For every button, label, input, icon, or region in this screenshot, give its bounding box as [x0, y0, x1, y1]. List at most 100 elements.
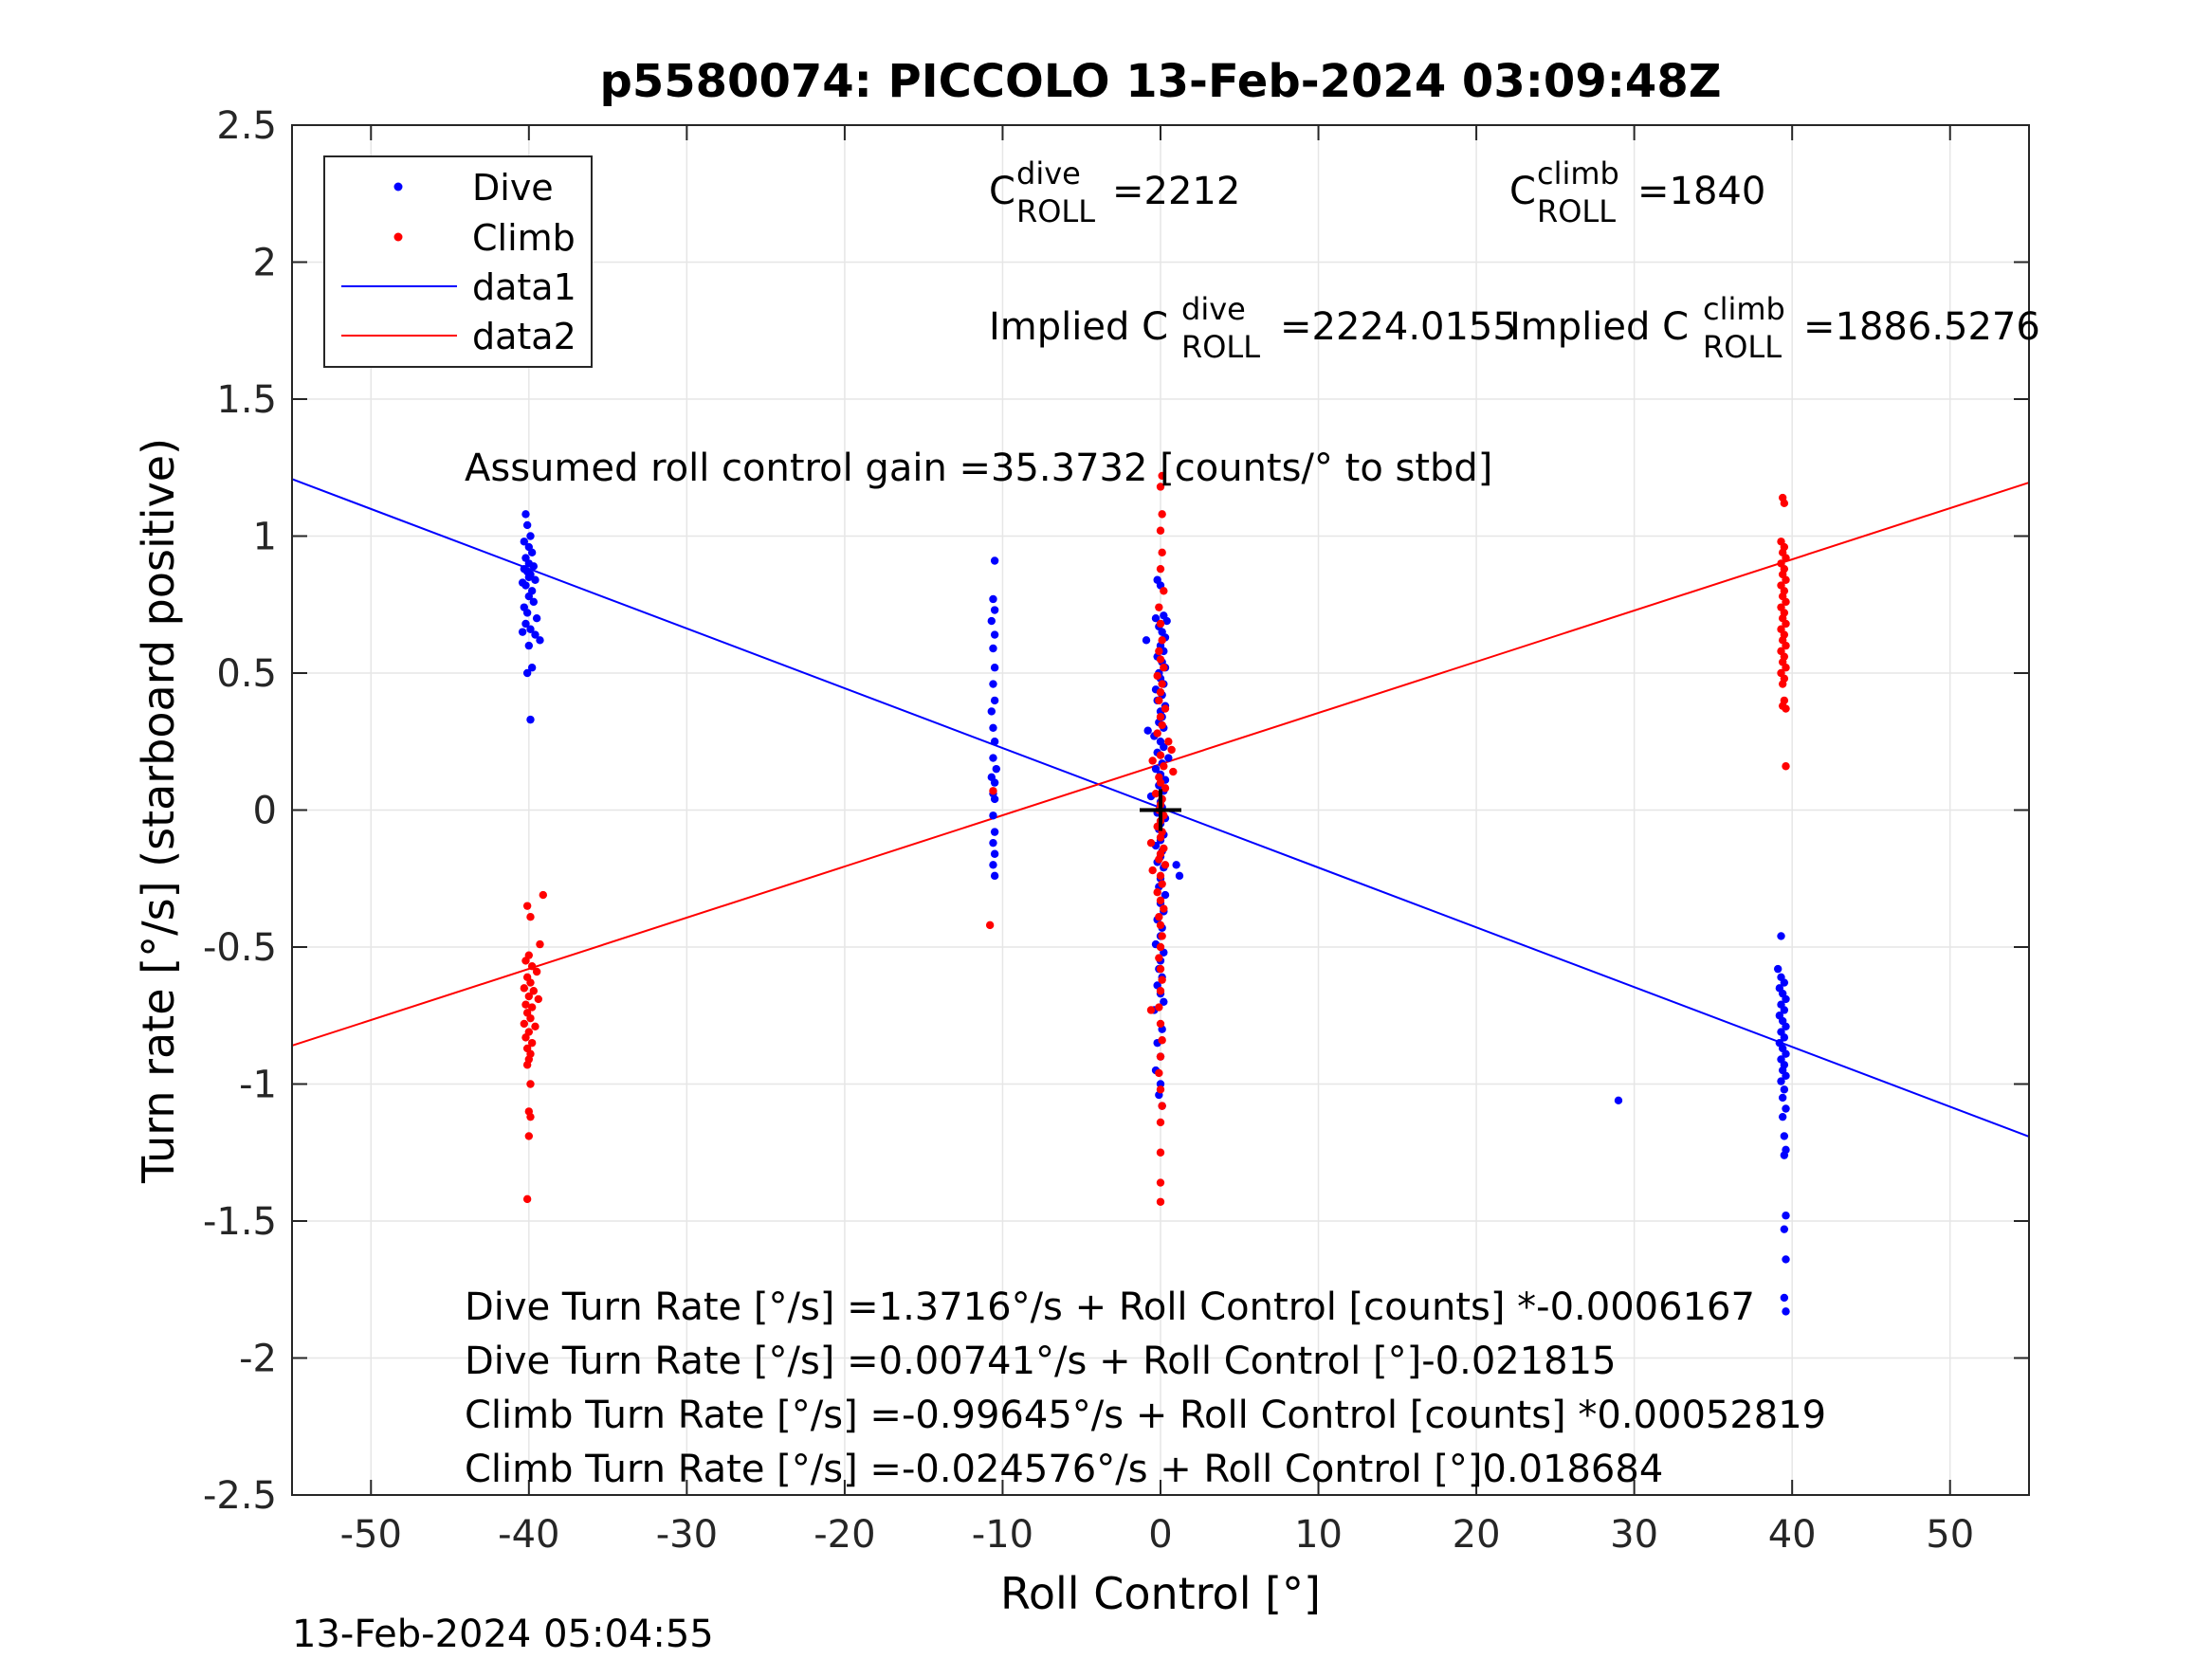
y-tick-label: 0.5	[216, 652, 277, 696]
data-point-climb	[521, 957, 530, 965]
data-point-climb	[1158, 510, 1166, 519]
data-point-climb	[1158, 548, 1166, 557]
data-point-climb	[527, 1003, 537, 1012]
data-point-climb	[1156, 619, 1165, 629]
data-point-dive	[521, 581, 530, 590]
annotation-implied-climb-value: =1886.5276	[1803, 305, 2040, 349]
data-point-dive	[1780, 1151, 1789, 1159]
data-point-dive	[990, 606, 999, 614]
equation-dive-counts: Dive Turn Rate [°/s] =1.3716°/s + Roll C…	[465, 1285, 1755, 1329]
annotation-implied-dive-sup: dive	[1181, 291, 1246, 327]
x-tick-label: 30	[1610, 1513, 1658, 1557]
annotation-c-dive-prefix: C	[989, 170, 1015, 213]
data-point-climb	[1148, 757, 1157, 765]
data-point-climb	[524, 1132, 534, 1140]
annotation-c-climb: C climb ROLL =1840	[1509, 150, 1765, 231]
data-point-dive	[518, 628, 527, 636]
axis-ticks: -50 -40 -30 -20 -10 0 10 20 30 40 50 2.5 2 1.5 1 0.5 0 -0…	[203, 104, 2029, 1557]
data-point-dive	[527, 548, 537, 557]
svg-text:Implied C dive ROL: Implied C dive ROLL =2224.0155	[989, 285, 1517, 367]
data-point-dive	[1172, 861, 1180, 869]
data-point-dive	[989, 811, 997, 820]
data-point-dive	[1782, 994, 1790, 1004]
origin-marker	[1140, 789, 1181, 831]
data-point-climb	[1782, 597, 1790, 607]
data-point-climb	[521, 1033, 530, 1042]
data-point-dive	[989, 861, 997, 869]
data-point-dive	[989, 644, 997, 653]
data-point-climb	[1156, 871, 1165, 881]
data-point-climb	[1156, 964, 1165, 974]
data-point-climb	[1782, 575, 1790, 584]
data-point-climb	[1156, 1197, 1165, 1206]
annotation-roll-gain: Assumed roll control gain =35.3732 [coun…	[465, 447, 1492, 490]
annotation-c-climb-prefix: C	[1509, 170, 1536, 213]
data-point-climb	[1156, 1178, 1165, 1187]
data-point-climb	[985, 921, 995, 930]
data-point-dive	[527, 664, 537, 672]
data-point-dive	[526, 715, 535, 724]
data-point-climb	[527, 1038, 537, 1048]
legend-label-dive: Dive	[472, 167, 554, 209]
x-tick-label: 0	[1148, 1513, 1172, 1557]
y-tick-label: -1	[239, 1064, 277, 1107]
data-point-dive	[1780, 1225, 1789, 1233]
data-point-climb	[520, 1019, 529, 1029]
data-point-dive	[990, 630, 999, 639]
data-point-dive	[1161, 890, 1170, 900]
data-point-climb	[989, 787, 997, 795]
data-point-climb	[1156, 713, 1165, 721]
equation-climb-degrees: Climb Turn Rate [°/s] =-0.024576°/s + Ro…	[465, 1448, 1663, 1491]
data-point-dive	[1142, 636, 1151, 645]
data-point-dive	[526, 625, 535, 633]
data-point-dive	[1780, 1006, 1789, 1014]
data-point-dive	[531, 630, 539, 639]
data-point-climb	[536, 939, 544, 949]
data-point-dive	[1778, 1112, 1787, 1121]
data-point-climb	[1780, 499, 1789, 508]
chart-title: p5580074: PICCOLO 13-Feb-2024 03:09:48Z	[599, 55, 1721, 108]
data-point-climb	[1782, 619, 1790, 629]
data-point-climb	[1146, 1006, 1156, 1014]
data-point-climb	[1158, 720, 1166, 730]
data-point-climb	[1169, 767, 1178, 776]
svg-text:Implied C climb RO: Implied C climb ROLL =1886.5276	[1509, 285, 2040, 367]
annotation-implied-climb-sub: ROLL	[1703, 329, 1782, 365]
y-tick-label: 1	[253, 516, 277, 559]
data-point-climb	[1155, 954, 1163, 962]
data-point-dive	[987, 707, 996, 716]
legend-box	[323, 155, 593, 368]
data-point-dive	[1782, 1212, 1790, 1220]
data-point-dive	[990, 778, 999, 787]
data-point-climb	[526, 1080, 535, 1088]
y-tick-label: -2	[239, 1338, 277, 1381]
data-point-dive	[992, 764, 1000, 774]
annotation-implied-dive: Implied C dive ROLL =2224.0155	[989, 285, 1517, 367]
data-point-dive	[524, 641, 534, 650]
data-point-dive	[1782, 1049, 1790, 1058]
data-point-dive	[521, 619, 530, 629]
data-point-dive	[1780, 1293, 1789, 1303]
data-point-climb	[1156, 483, 1165, 491]
data-point-climb	[1161, 784, 1170, 793]
data-point-climb	[1167, 745, 1176, 755]
data-point-climb	[1160, 587, 1168, 595]
data-point-dive	[1162, 616, 1171, 626]
data-point-climb	[1158, 680, 1166, 688]
y-tick-label: 1.5	[216, 378, 277, 422]
data-point-climb	[1158, 880, 1166, 888]
data-point-climb	[534, 994, 543, 1004]
data-point-climb	[1155, 913, 1163, 921]
x-tick-label: -50	[340, 1513, 402, 1557]
y-tick-label: -0.5	[203, 926, 277, 970]
data-point-dive	[520, 538, 529, 546]
svg-text:C climb ROLL: C climb ROLL =1840	[1509, 150, 1765, 231]
data-point-climb	[539, 890, 548, 900]
y-axis-label: Turn rate [°/s] (starboard positive)	[133, 438, 184, 1184]
annotation-implied-dive-prefix: Implied C	[989, 305, 1168, 349]
data-point-dive	[1151, 764, 1161, 774]
data-point-climb	[1161, 704, 1170, 713]
data-point-dive	[990, 794, 999, 804]
equation-dive-degrees: Dive Turn Rate [°/s] =0.00741°/s + Roll …	[465, 1340, 1617, 1383]
data-point-dive	[529, 597, 539, 607]
